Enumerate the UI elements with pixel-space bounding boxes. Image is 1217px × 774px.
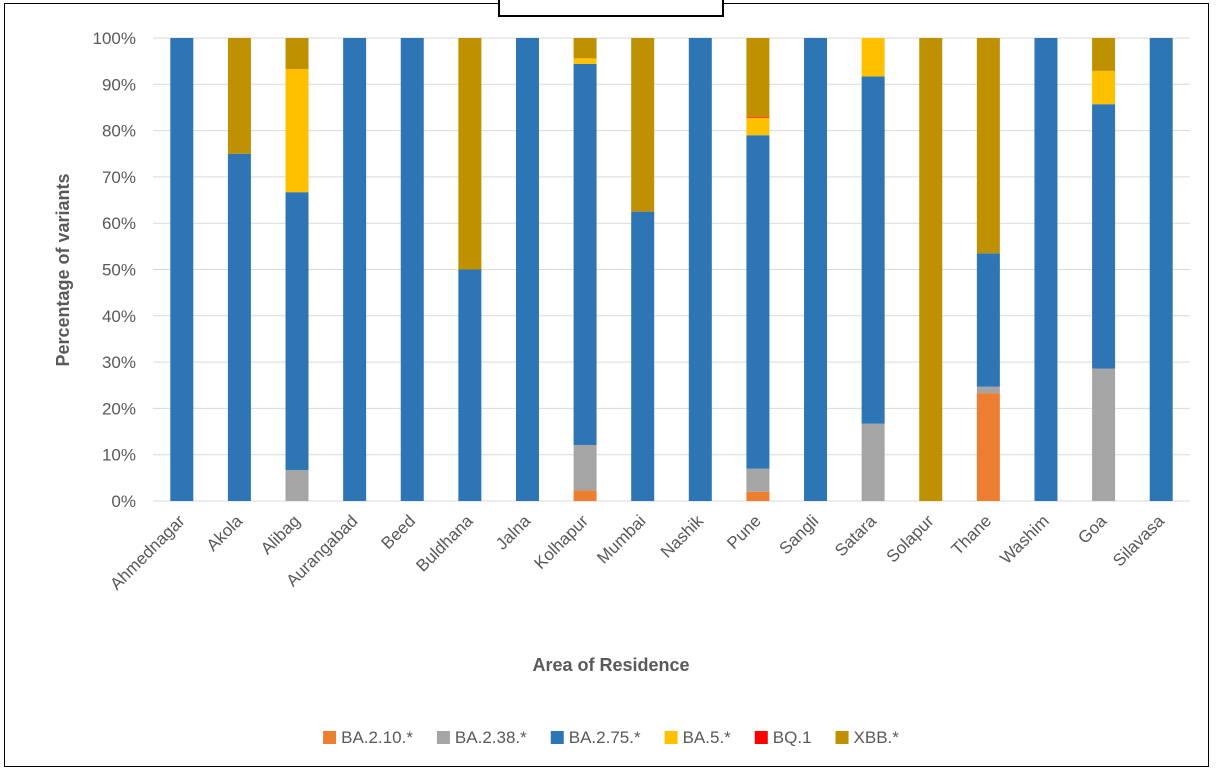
legend-item: BA.2.38.* bbox=[436, 728, 527, 747]
y-tick-label: 20% bbox=[102, 399, 136, 418]
bar-segment bbox=[1034, 38, 1058, 501]
legend-item: XBB.* bbox=[835, 728, 900, 747]
legend-item: BQ.1 bbox=[754, 728, 812, 747]
bar-segment bbox=[631, 38, 655, 212]
bar-segment bbox=[861, 423, 885, 501]
bar-segment bbox=[746, 38, 770, 117]
bar-segment bbox=[1092, 104, 1116, 369]
bar-segment bbox=[746, 135, 770, 469]
bar-segment bbox=[573, 490, 597, 501]
legend-item: BA.5.* bbox=[664, 728, 732, 747]
legend: BA.2.10.* BA.2.38.* BA.2.75.* BA.5.* BQ.1 XBB… bbox=[323, 728, 899, 747]
legend-label: BA.2.10.* bbox=[341, 728, 413, 747]
legend-label: BQ.1 bbox=[773, 728, 812, 747]
x-tick-label: Sangli bbox=[775, 511, 822, 558]
bar-segment bbox=[1092, 38, 1116, 71]
y-tick-label: 100% bbox=[93, 29, 136, 48]
x-tick-label: Buldhana bbox=[412, 511, 477, 576]
legend-label: XBB.* bbox=[854, 728, 900, 747]
y-tick-label: 70% bbox=[102, 168, 136, 187]
bar-segment bbox=[688, 38, 712, 501]
x-tick-label: Jalna bbox=[492, 511, 535, 554]
legend-item: BA.2.75.* bbox=[550, 728, 641, 747]
bar-segment bbox=[573, 444, 597, 491]
y-tick-label: 40% bbox=[102, 307, 136, 326]
bar-segment bbox=[170, 38, 194, 501]
x-tick-label: Satara bbox=[831, 511, 880, 560]
y-tick-label: 0% bbox=[111, 492, 136, 511]
x-tick-label: Goa bbox=[1074, 511, 1111, 548]
bar-segment bbox=[400, 38, 424, 501]
y-tick-label: 30% bbox=[102, 353, 136, 372]
legend-swatch bbox=[664, 731, 678, 744]
y-tick-label: 80% bbox=[102, 122, 136, 141]
bar-segment bbox=[458, 38, 482, 270]
y-tick-label: 10% bbox=[102, 446, 136, 465]
y-axis-ticks: 0% 10% 20% 30% 40% 50% 60% 70% 80% 90% 100% bbox=[93, 29, 136, 511]
x-tick-label: Alibag bbox=[257, 511, 304, 558]
bar-segment bbox=[631, 211, 655, 501]
bar-segment bbox=[1092, 368, 1116, 501]
legend-swatch bbox=[323, 731, 337, 744]
x-tick-label: Nashik bbox=[657, 511, 708, 562]
bar-segment bbox=[1149, 38, 1173, 501]
bar-segment bbox=[804, 38, 828, 501]
legend-swatch bbox=[835, 731, 849, 744]
x-tick-label: Solapur bbox=[883, 511, 938, 566]
x-tick-label: Thane bbox=[948, 511, 996, 559]
legend-label: BA.5.* bbox=[683, 728, 732, 747]
bar-segment bbox=[458, 269, 482, 501]
bar-segment bbox=[573, 63, 597, 445]
bar-segment bbox=[227, 38, 251, 154]
x-tick-label: Kolhapur bbox=[530, 511, 592, 573]
y-tick-label: 50% bbox=[102, 261, 136, 280]
x-tick-label: Akola bbox=[203, 511, 247, 555]
legend-label: BA.2.38.* bbox=[455, 728, 527, 747]
x-tick-label: Mumbai bbox=[593, 511, 649, 567]
x-axis-label: Area of Residence bbox=[532, 655, 689, 675]
x-tick-label: Beed bbox=[378, 511, 420, 553]
bar-segment bbox=[746, 116, 770, 118]
legend-swatch bbox=[436, 731, 450, 744]
x-tick-label: Washim bbox=[996, 511, 1052, 567]
gridlines bbox=[153, 37, 1190, 502]
bar-segment bbox=[343, 38, 367, 501]
legend-item: BA.2.10.* bbox=[323, 728, 413, 747]
bar-segment bbox=[1092, 70, 1116, 105]
bars bbox=[170, 38, 1173, 501]
legend-swatch bbox=[754, 731, 768, 744]
bar-segment bbox=[976, 253, 1000, 387]
bar-segment bbox=[746, 491, 770, 501]
chart-title-box bbox=[498, 0, 724, 17]
bar-segment bbox=[976, 38, 1000, 254]
bar-segment bbox=[919, 38, 943, 501]
bar-segment bbox=[227, 153, 251, 501]
bar-segment bbox=[573, 38, 597, 59]
bar-segment bbox=[976, 386, 1000, 394]
bar-segment bbox=[861, 38, 885, 77]
y-axis-label: Percentage of variants bbox=[53, 173, 73, 366]
x-tick-label: Silavasa bbox=[1109, 511, 1168, 570]
bar-segment bbox=[573, 58, 597, 64]
bar-segment bbox=[285, 69, 309, 193]
bar-segment bbox=[746, 117, 770, 136]
bar-segment bbox=[515, 38, 539, 501]
x-tick-label: Pune bbox=[723, 511, 765, 553]
legend-swatch bbox=[550, 731, 564, 744]
bar-segment bbox=[285, 469, 309, 501]
bar-segment bbox=[285, 192, 309, 470]
x-tick-label: Ahmednagar bbox=[106, 511, 189, 594]
y-tick-label: 60% bbox=[102, 214, 136, 233]
y-tick-label: 90% bbox=[102, 75, 136, 94]
bar-segment bbox=[861, 76, 885, 424]
bar-segment bbox=[746, 468, 770, 492]
bar-segment bbox=[976, 393, 1000, 501]
bar-segment bbox=[285, 38, 309, 70]
legend-label: BA.2.75.* bbox=[569, 728, 641, 747]
